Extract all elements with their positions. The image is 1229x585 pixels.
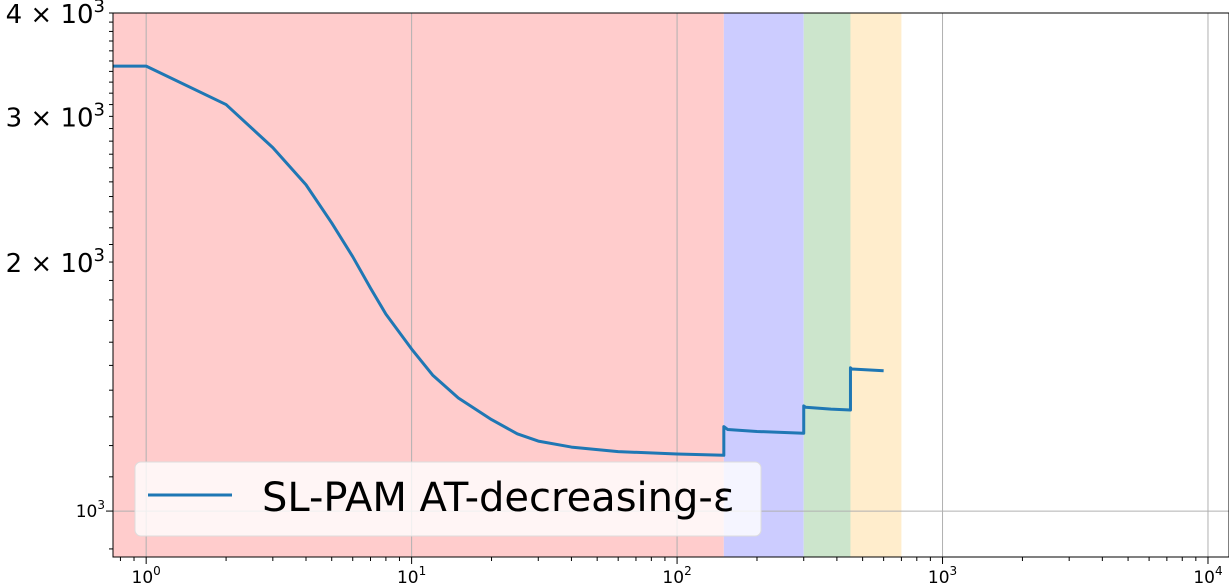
y-tick-label: 103 — [76, 498, 105, 522]
series — [113, 64, 884, 457]
y-tick-label-base: 10 — [60, 103, 93, 133]
shaded-region-3 — [850, 13, 902, 557]
plot-frame — [112, 12, 1229, 558]
y-tick-label-base: 10 — [60, 0, 93, 30]
x-tick-label: 103 — [928, 564, 957, 585]
y-tick-label-exp: 3 — [94, 0, 105, 17]
x-tick-label: 104 — [1193, 564, 1222, 585]
legend: SL-PAM AT-decreasing-ε — [134, 461, 762, 537]
y-tick-label-base: 10 — [60, 249, 93, 279]
x-tick-label-exp: 3 — [950, 564, 958, 578]
y-tick-label-mantissa: 3 × — [6, 103, 61, 133]
x-tick-label-base: 10 — [662, 568, 684, 585]
y-tick-label: 3 × 103 — [6, 99, 105, 133]
x-tick-label-exp: 1 — [419, 564, 427, 578]
y-tick-label: 2 × 103 — [6, 245, 105, 279]
x-tick-label-exp: 2 — [684, 564, 692, 578]
x-tick-label: 100 — [132, 564, 161, 585]
y-tick-label-exp: 3 — [94, 245, 105, 266]
y-tick-label: 4 × 103 — [6, 0, 105, 30]
series-line-0 — [113, 64, 884, 457]
x-tick-label-exp: 0 — [153, 564, 161, 578]
y-tick-label-base: 10 — [76, 502, 98, 522]
x-tick-label-base: 10 — [132, 568, 154, 585]
x-tick-label-base: 10 — [397, 568, 419, 585]
legend-label: SL-PAM AT-decreasing-ε — [262, 475, 734, 521]
x-tick-label: 102 — [662, 564, 691, 585]
y-tick-label-mantissa: 2 × — [6, 249, 61, 279]
y-tick-label-exp: 3 — [94, 99, 105, 120]
x-tick-label-exp: 4 — [1215, 564, 1223, 578]
x-tick-label-base: 10 — [928, 568, 950, 585]
x-tick-label-base: 10 — [1193, 568, 1215, 585]
legend-box — [134, 461, 762, 537]
y-tick-label-mantissa: 4 × — [6, 0, 61, 30]
x-tick-label: 101 — [397, 564, 426, 585]
y-tick-label-exp: 3 — [97, 498, 105, 512]
shaded-region-2 — [803, 13, 851, 557]
